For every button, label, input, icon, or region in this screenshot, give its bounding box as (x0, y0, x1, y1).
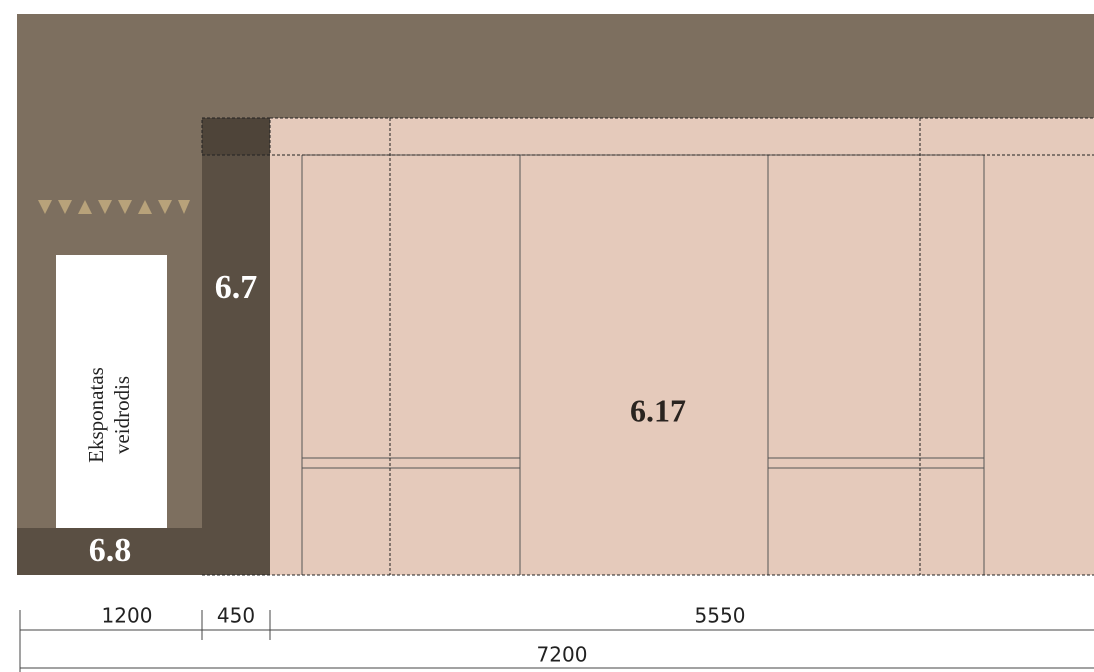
dimension-lines (19, 610, 1094, 672)
dimension-label: 1200 (102, 604, 153, 628)
exhibit-line: Eksponatas (84, 367, 108, 463)
dashed-lines (202, 117, 1094, 576)
dark-column (202, 118, 270, 575)
exhibit-panel (56, 255, 167, 528)
dark-base (17, 528, 202, 575)
dimension-label: 5550 (695, 604, 746, 628)
exhibit-text: Eksponatas veidrodis (84, 367, 134, 463)
wall-label: 6.17 (630, 392, 686, 428)
dimension-label: 7200 (537, 643, 588, 667)
base-label: 6.8 (89, 532, 132, 569)
pink-panel (270, 118, 1094, 575)
ornament (38, 200, 190, 214)
dimension-label: 450 (217, 604, 255, 628)
column-label: 6.7 (215, 269, 258, 306)
exhibit-line: veidrodis (110, 376, 134, 454)
column-cap (201, 117, 271, 156)
